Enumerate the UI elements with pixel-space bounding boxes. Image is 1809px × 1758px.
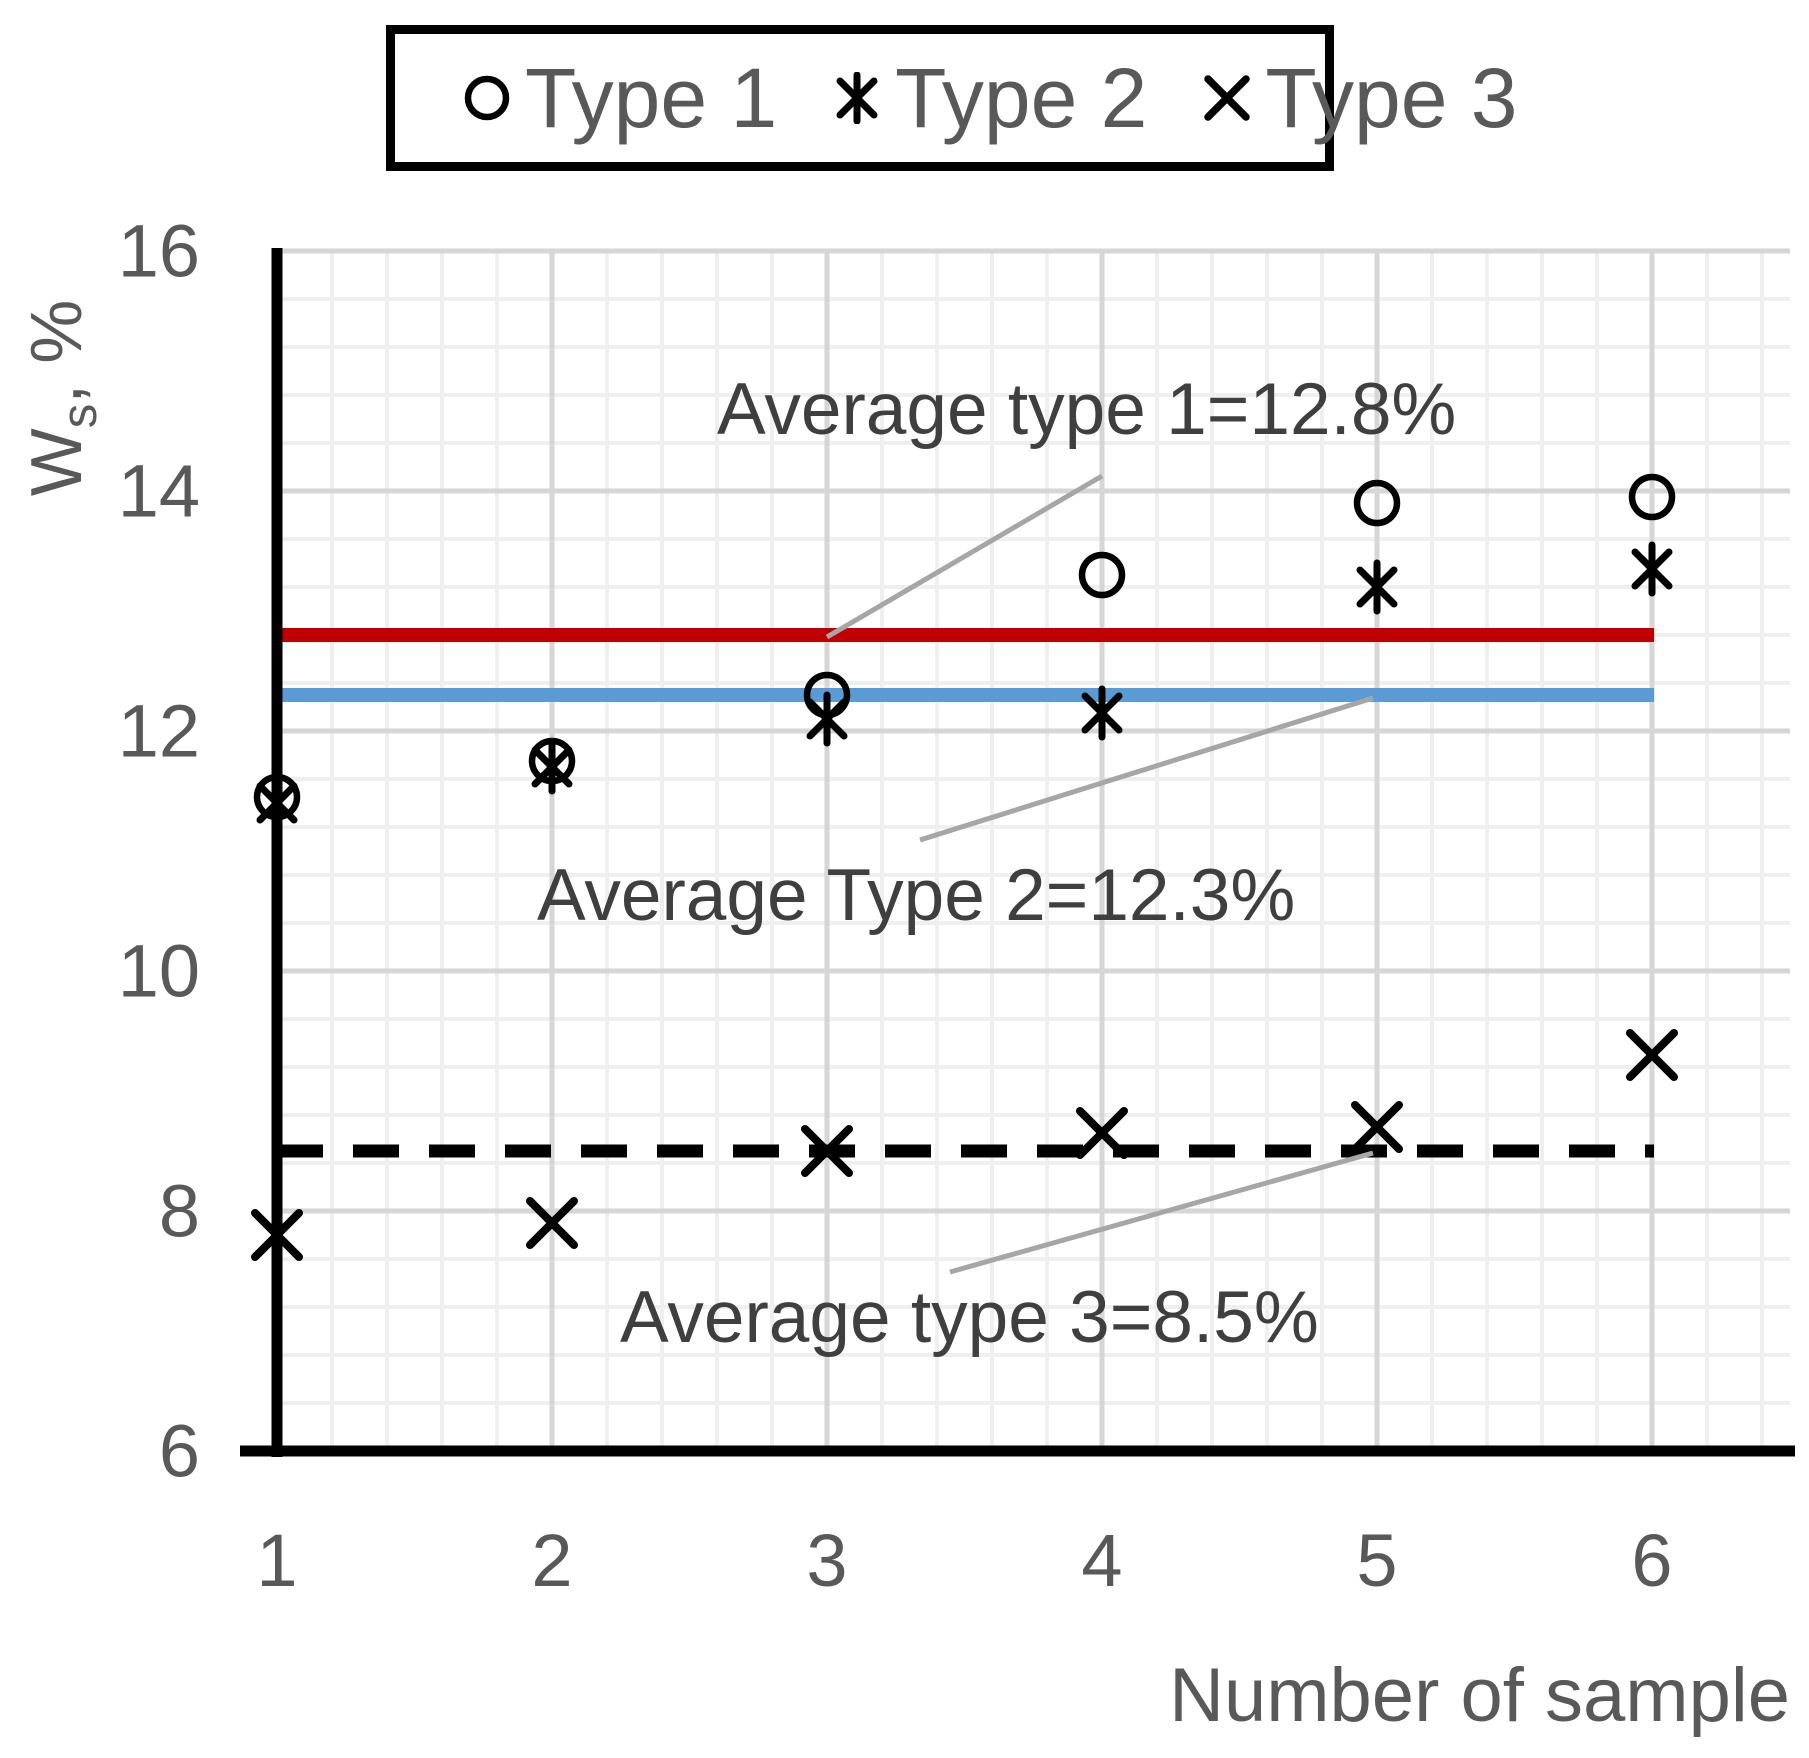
type3-marker (251, 1209, 303, 1261)
type1-marker (1353, 479, 1401, 527)
circle-marker-icon (464, 75, 510, 121)
y-tick-6: 6 (158, 1409, 200, 1493)
asterisk-marker-icon (836, 72, 878, 124)
type3-marker (526, 1197, 578, 1249)
x-tick-5: 5 (1356, 1519, 1398, 1602)
legend-box: Type 1 Type 2 Type 3 (386, 25, 1518, 171)
annotation-average-type1: Average type 1=12.8% (717, 369, 1457, 450)
y-tick-16: 16 (117, 209, 200, 293)
leader-line-type1 (825, 473, 1104, 640)
type1-marker (1628, 473, 1676, 521)
type2-marker (531, 739, 573, 795)
type3-marker (1626, 1029, 1678, 1081)
leader-line-type2 (919, 695, 1374, 843)
type2-marker (806, 691, 848, 747)
type2-marker (1356, 559, 1398, 615)
y-tick-10: 10 (117, 929, 200, 1013)
legend-label-type1: Type 1 (525, 50, 778, 145)
y-tick-12: 12 (117, 689, 200, 773)
legend-item-type3: Type 3 (1201, 50, 1518, 147)
type2-marker (1631, 541, 1673, 597)
x-tick-4: 4 (1081, 1519, 1123, 1602)
annotation-average-type3: Average type 3=8.5% (620, 1277, 1319, 1358)
y-axis-title: Ws, % (16, 299, 108, 497)
x-tick-6: 6 (1631, 1519, 1673, 1602)
legend-label-type3: Type 3 (1265, 50, 1518, 145)
type1-marker (1078, 551, 1126, 599)
annotation-average-type2: Average Type 2=12.3% (537, 855, 1296, 936)
legend-label-type2: Type 2 (895, 50, 1148, 145)
type3-marker (1351, 1101, 1403, 1153)
legend-item-type2: Type 2 (831, 50, 1147, 147)
x-axis-title: Number of sample (1169, 1653, 1790, 1738)
legend-item-type1: Type 1 (461, 50, 777, 147)
type3-marker (1076, 1107, 1128, 1159)
type2-marker (1081, 685, 1123, 741)
x-tick-2: 2 (531, 1519, 573, 1602)
y-tick-8: 8 (158, 1169, 200, 1253)
type2-marker (256, 775, 298, 831)
type3-marker (801, 1125, 853, 1177)
y-tick-14: 14 (117, 449, 200, 533)
leader-line-type3 (949, 1150, 1374, 1275)
x-tick-1: 1 (256, 1519, 298, 1602)
x-tick-3: 3 (806, 1519, 848, 1602)
x-marker-icon (1204, 75, 1251, 121)
